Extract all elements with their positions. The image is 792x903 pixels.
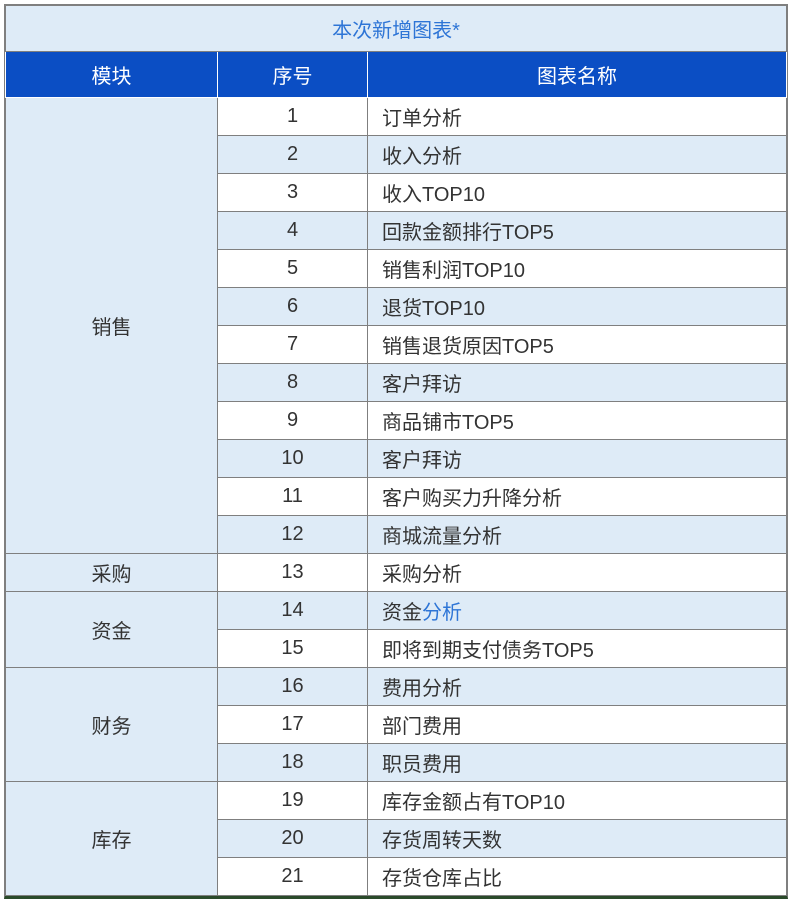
chart-list-table: 本次新增图表* 模块 序号 图表名称 销售1订单分析2收入分析3收入TOP104… (5, 5, 787, 896)
module-cell: 销售 (6, 98, 218, 554)
seq-cell: 15 (218, 630, 368, 668)
name-cell: 库存金额占有TOP10 (368, 782, 787, 820)
table-title-row: 本次新增图表* (6, 6, 787, 52)
table-title: 本次新增图表* (6, 6, 787, 52)
seq-cell: 9 (218, 402, 368, 440)
seq-cell: 12 (218, 516, 368, 554)
seq-cell: 3 (218, 174, 368, 212)
header-name: 图表名称 (368, 52, 787, 98)
name-cell: 部门费用 (368, 706, 787, 744)
module-cell: 资金 (6, 592, 218, 668)
module-cell: 库存 (6, 782, 218, 896)
name-cell: 资金分析 (368, 592, 787, 630)
seq-cell: 8 (218, 364, 368, 402)
name-cell: 职员费用 (368, 744, 787, 782)
name-cell: 收入TOP10 (368, 174, 787, 212)
module-cell: 财务 (6, 668, 218, 782)
name-cell: 商品铺市TOP5 (368, 402, 787, 440)
module-cell: 采购 (6, 554, 218, 592)
name-cell: 费用分析 (368, 668, 787, 706)
seq-cell: 13 (218, 554, 368, 592)
name-text: 资金 (382, 602, 422, 624)
name-cell: 存货仓库占比 (368, 858, 787, 896)
seq-cell: 21 (218, 858, 368, 896)
seq-cell: 5 (218, 250, 368, 288)
seq-cell: 1 (218, 98, 368, 136)
seq-cell: 17 (218, 706, 368, 744)
seq-cell: 6 (218, 288, 368, 326)
name-cell: 收入分析 (368, 136, 787, 174)
table-row: 资金 14资金分析 (6, 592, 787, 630)
seq-cell: 2 (218, 136, 368, 174)
name-cell: 存货周转天数 (368, 820, 787, 858)
table-row: 库存19库存金额占有TOP10 (6, 782, 787, 820)
seq-cell: 14 (218, 592, 368, 630)
name-cell: 客户拜访 (368, 364, 787, 402)
seq-cell: 7 (218, 326, 368, 364)
seq-cell: 16 (218, 668, 368, 706)
chart-list-table-container: 本次新增图表* 模块 序号 图表名称 销售1订单分析2收入分析3收入TOP104… (4, 4, 788, 899)
seq-cell: 20 (218, 820, 368, 858)
name-cell: 客户购买力升降分析 (368, 478, 787, 516)
seq-cell: 10 (218, 440, 368, 478)
table-row: 销售1订单分析 (6, 98, 787, 136)
name-cell: 销售退货原因TOP5 (368, 326, 787, 364)
seq-cell: 18 (218, 744, 368, 782)
seq-cell: 4 (218, 212, 368, 250)
table-row: 采购13采购分析 (6, 554, 787, 592)
header-seq: 序号 (218, 52, 368, 98)
name-cell: 退货TOP10 (368, 288, 787, 326)
header-module: 模块 (6, 52, 218, 98)
seq-cell: 11 (218, 478, 368, 516)
name-cell: 即将到期支付债务TOP5 (368, 630, 787, 668)
seq-cell: 19 (218, 782, 368, 820)
table-row: 财务16费用分析 (6, 668, 787, 706)
name-cell: 销售利润TOP10 (368, 250, 787, 288)
name-cell: 商城流量分析 (368, 516, 787, 554)
name-cell: 客户拜访 (368, 440, 787, 478)
name-cell: 回款金额排行TOP5 (368, 212, 787, 250)
table-header-row: 模块 序号 图表名称 (6, 52, 787, 98)
name-cell: 采购分析 (368, 554, 787, 592)
name-cell: 订单分析 (368, 98, 787, 136)
name-link-text: 分析 (422, 602, 462, 624)
